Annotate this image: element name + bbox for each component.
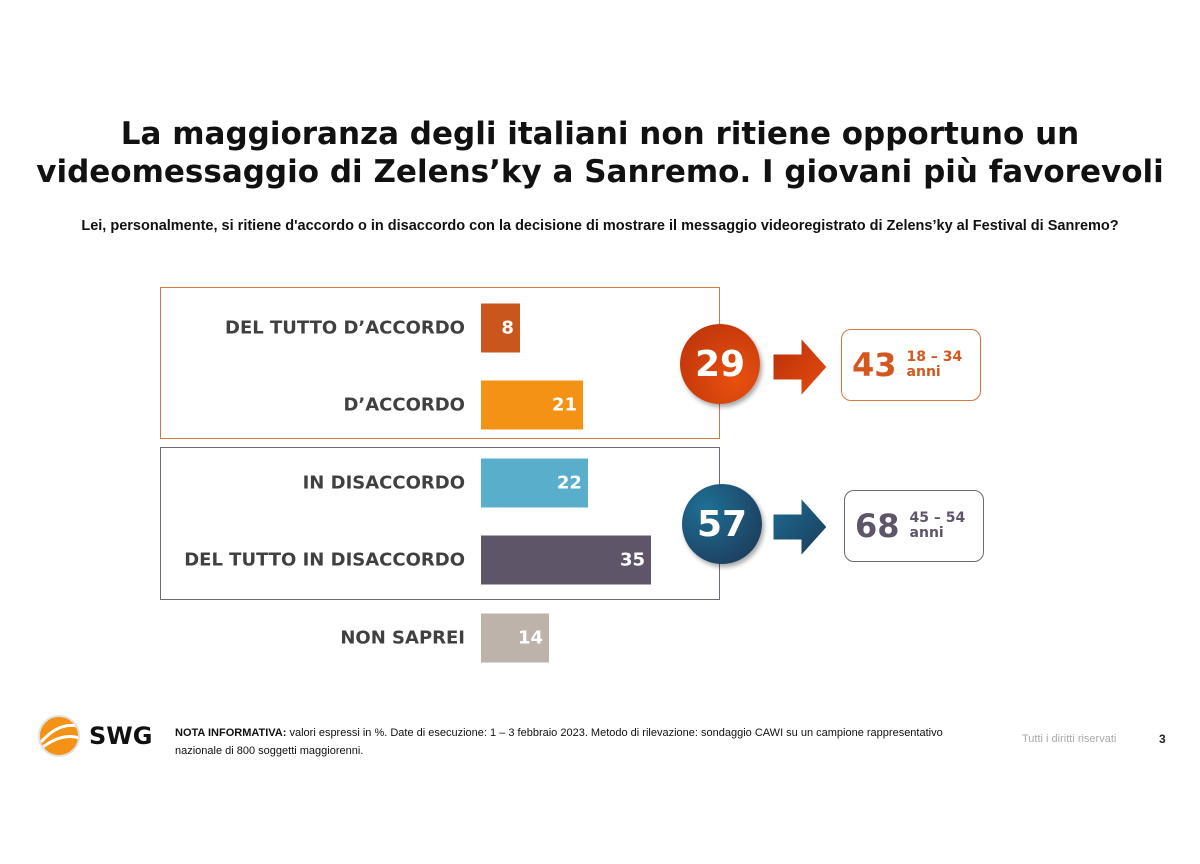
bar <box>481 535 652 585</box>
disagree-age-unit: anni <box>909 525 944 541</box>
category-label: IN DISACCORDO <box>302 472 465 494</box>
footnote-label: NOTA INFORMATIVA: <box>175 727 287 739</box>
agree-group-frame <box>160 287 720 439</box>
disagree-total-circle: 57 <box>682 484 762 564</box>
category-label: NON SAPREI <box>340 627 465 649</box>
swg-logo: SWG <box>33 712 152 760</box>
bar-value-label: 8 <box>501 317 514 339</box>
bar <box>481 613 550 663</box>
logo-text: SWG <box>89 722 153 750</box>
footnote-text: valori espressi in %. Date di esecuzione… <box>175 727 943 757</box>
footnote: NOTA INFORMATIVA: valori espressi in %. … <box>175 724 955 760</box>
agree-highlight-value: 43 <box>852 346 897 384</box>
disagree-total-value: 57 <box>696 503 748 545</box>
agree-age-range: 18 – 34 <box>906 349 963 365</box>
disagree-highlight-value: 68 <box>855 507 900 545</box>
bar-value-label: 21 <box>551 394 578 416</box>
title-line-1: La maggioranza degli italiani non ritien… <box>120 116 1080 152</box>
agree-total-value: 29 <box>694 343 746 385</box>
bar <box>481 458 588 508</box>
arrow-right-icon <box>773 498 827 556</box>
category-label: DEL TUTTO IN DISACCORDO <box>184 549 465 571</box>
page-number: 3 <box>1159 732 1166 746</box>
swg-globe-icon <box>38 715 80 757</box>
rights-text: Tutti i diritti riservati <box>1022 733 1117 745</box>
bar-value-label: 22 <box>556 472 582 494</box>
bar <box>481 380 584 430</box>
bar <box>481 303 520 353</box>
question-subtitle: Lei, personalmente, si ritiene d'accordo… <box>81 218 1119 234</box>
arrow-right-icon <box>773 338 827 396</box>
category-label: D’ACCORDO <box>343 394 465 416</box>
bar-value-label: 14 <box>517 627 544 649</box>
category-label: DEL TUTTO D’ACCORDO <box>225 317 465 339</box>
bar-value-label: 35 <box>620 549 646 571</box>
agree-highlight-box: 43 18 – 34 anni <box>841 329 981 401</box>
page-title: La maggioranza degli italiani non ritien… <box>0 115 1200 191</box>
disagree-highlight-box: 68 45 – 54 anni <box>844 490 984 562</box>
agree-age-unit: anni <box>906 364 941 380</box>
agree-total-circle: 29 <box>680 324 760 404</box>
disagree-age-range: 45 – 54 <box>909 510 966 526</box>
title-line-2: videomessaggio di Zelens’ky a Sanremo. I… <box>36 154 1164 190</box>
